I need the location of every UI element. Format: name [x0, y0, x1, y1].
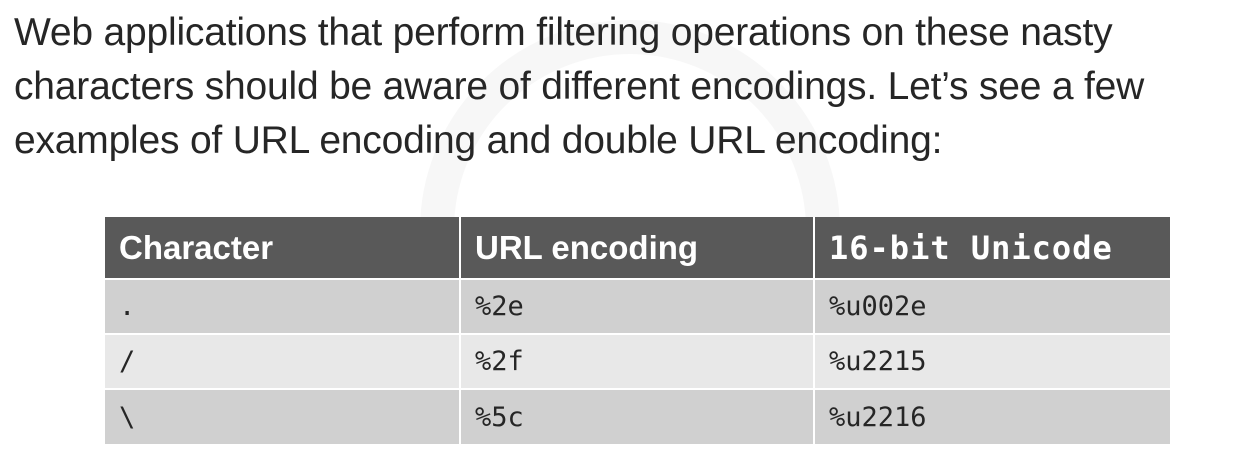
table-row: \ %5c %u2216: [105, 388, 1170, 444]
table-row: . %2e %u002e: [105, 278, 1170, 334]
cell-unicode: %u2216: [814, 388, 1170, 444]
cell-unicode: %u2215: [814, 333, 1170, 389]
table-row: / %2f %u2215: [105, 333, 1170, 389]
body-paragraph: Web applications that perform filtering …: [14, 6, 1226, 168]
cell-character: \: [105, 388, 461, 444]
encoding-table: Character URL encoding 16-bit Unicode . …: [105, 217, 1170, 444]
cell-unicode: %u002e: [814, 278, 1170, 334]
paragraph-line: characters should be aware of different …: [14, 65, 1145, 108]
column-header-url-encoding: URL encoding: [460, 217, 815, 279]
cell-url-encoding: %2e: [460, 278, 815, 334]
cell-url-encoding: %2f: [460, 333, 815, 389]
paragraph-line: examples of URL encoding and double URL …: [14, 119, 943, 162]
cell-url-encoding: %5c: [460, 388, 815, 444]
column-header-character: Character: [105, 217, 461, 279]
column-header-16bit-unicode: 16-bit Unicode: [814, 217, 1170, 279]
cell-character: /: [105, 333, 461, 389]
paragraph-line: Web applications that perform filtering …: [14, 11, 1113, 54]
table-header-row: Character URL encoding 16-bit Unicode: [105, 217, 1170, 279]
cell-character: .: [105, 278, 461, 334]
